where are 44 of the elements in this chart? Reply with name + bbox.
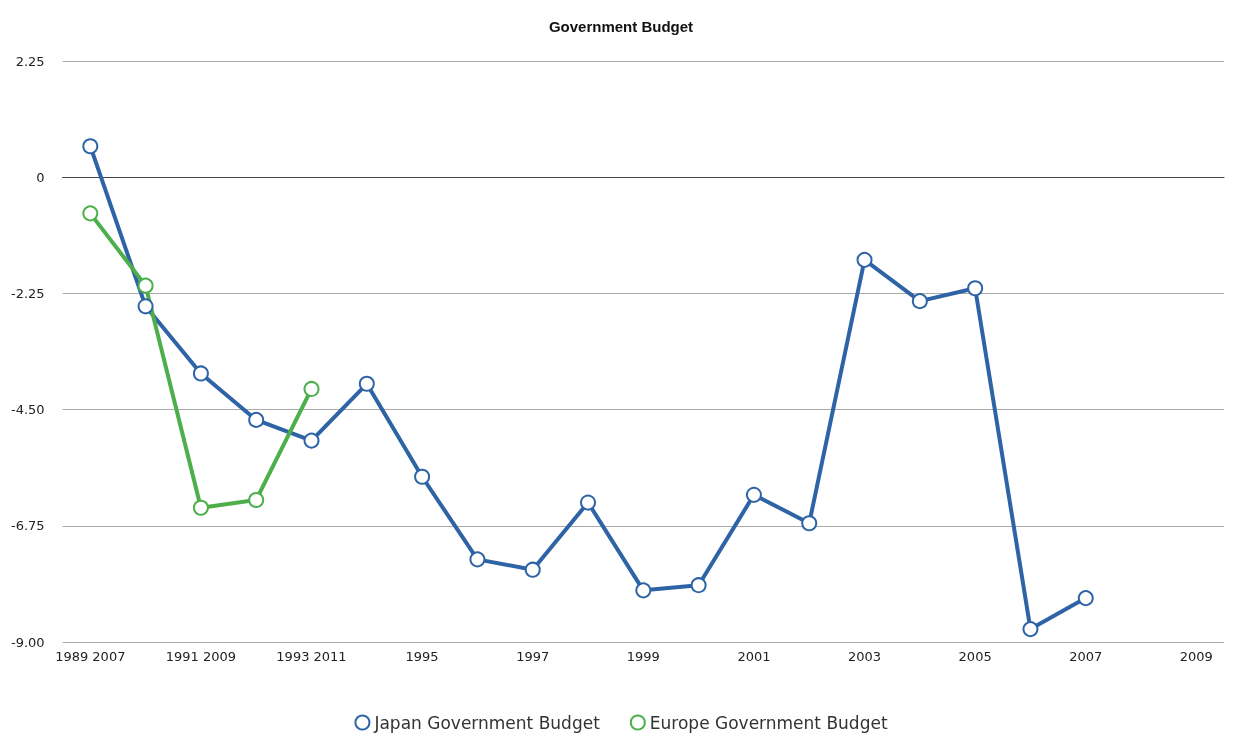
legend-label: Europe Government Budget (649, 712, 888, 733)
point (469, 551, 486, 568)
point (580, 494, 597, 511)
x-tick-label: 1995 (405, 649, 439, 664)
x-tick-label: 2007 (1069, 649, 1103, 664)
point (1022, 621, 1039, 638)
point (192, 365, 209, 382)
x-tick-label: 2003 (847, 649, 882, 664)
point (911, 293, 928, 310)
y-tick-label: -6.75 (11, 518, 45, 534)
x-tick-label: 1993 2011 (276, 649, 347, 664)
point (801, 515, 818, 532)
point (856, 251, 873, 268)
point (248, 411, 265, 428)
x-tick-label: 2001 (737, 649, 771, 664)
point (137, 277, 154, 294)
x-tick-label: 1997 (516, 649, 550, 664)
point (690, 577, 707, 594)
y-tick-label: -4.50 (11, 402, 45, 418)
x-tick-label: 1991 2009 (165, 649, 237, 664)
point (303, 380, 320, 397)
legend-label: Japan Government Budget (373, 712, 601, 733)
point (248, 491, 265, 508)
point (1077, 590, 1094, 607)
point (82, 138, 99, 155)
y-tick-label: 0 (36, 169, 45, 185)
point (303, 432, 320, 449)
y-tick-label: -2.25 (11, 285, 45, 301)
x-tick-label: 2005 (958, 649, 992, 664)
y-tick-label: -9.00 (11, 634, 45, 650)
point (192, 499, 209, 516)
point (82, 205, 99, 222)
point (137, 298, 154, 315)
x-tick-label: 1999 (626, 649, 660, 664)
point (414, 468, 431, 485)
point (745, 486, 762, 503)
point (358, 375, 375, 392)
y-tick-label: 2.25 (15, 53, 45, 69)
x-tick-label: 1989 2007 (55, 649, 126, 664)
point (635, 582, 652, 599)
point (967, 280, 984, 297)
point (524, 561, 541, 578)
x-tick-label: 2009 (1179, 649, 1213, 664)
chart-title: Government Budget (548, 18, 694, 35)
